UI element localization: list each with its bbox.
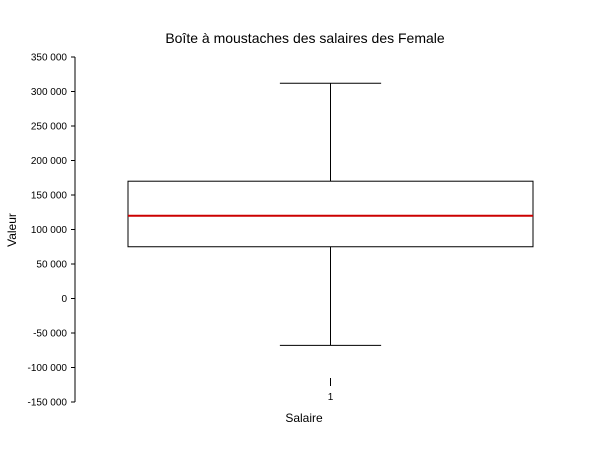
box-series <box>127 82 534 346</box>
y-tick-label: -100 000 <box>28 363 68 374</box>
y-tick-label: 300 000 <box>31 87 68 98</box>
y-tick-label: 250 000 <box>31 122 68 133</box>
y-tick-label: -150 000 <box>28 398 68 409</box>
y-tick-label: 350 000 <box>31 53 68 64</box>
y-tick-label: 100 000 <box>31 225 68 236</box>
y-tick-label: -50 000 <box>33 329 67 340</box>
iqr-box <box>127 180 534 248</box>
y-tick-label: 200 000 <box>31 156 68 167</box>
y-axis-label: Valeur <box>5 213 19 247</box>
x-tick-label: 1 <box>328 392 334 403</box>
chart-title: Boîte à moustaches des salaires des Fema… <box>165 30 445 46</box>
y-axis: 350 000 300 000 250 000 200 000 150 000 100 0… <box>28 53 76 409</box>
x-axis-label: Salaire <box>285 411 323 425</box>
y-tick-label: 150 000 <box>31 191 68 202</box>
y-tick-label: 50 000 <box>36 260 67 271</box>
x-axis-ticks: 1 <box>328 378 334 403</box>
y-tick-label: 0 <box>61 294 67 305</box>
